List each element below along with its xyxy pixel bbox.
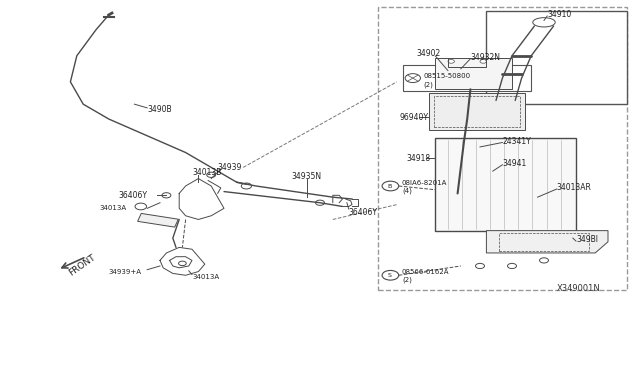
Text: 34932N: 34932N [470, 53, 500, 62]
Text: (4): (4) [402, 187, 412, 194]
Text: (2): (2) [424, 81, 433, 88]
Circle shape [241, 183, 252, 189]
Text: 34939: 34939 [218, 163, 242, 172]
Text: 36406Y: 36406Y [349, 208, 378, 217]
Text: 3490B: 3490B [147, 105, 172, 114]
Text: 24341Y: 24341Y [502, 137, 531, 146]
Text: 08566-6162A: 08566-6162A [402, 269, 449, 275]
Circle shape [135, 203, 147, 210]
Text: 34902: 34902 [416, 49, 440, 58]
Circle shape [316, 200, 324, 205]
Text: 34013AR: 34013AR [557, 183, 591, 192]
Text: 34013B: 34013B [192, 169, 221, 177]
Text: 36406Y: 36406Y [118, 191, 147, 200]
Text: 08515-50800: 08515-50800 [424, 73, 471, 79]
Bar [435, 138, 576, 231]
Text: B: B [387, 183, 391, 189]
Circle shape [382, 181, 399, 191]
Text: 34013A: 34013A [192, 274, 219, 280]
Bar [499, 232, 589, 251]
Circle shape [540, 258, 548, 263]
Text: 96940Y: 96940Y [400, 113, 429, 122]
Bar [403, 65, 531, 91]
Text: 34941: 34941 [502, 159, 527, 168]
Text: 34939+A: 34939+A [109, 269, 142, 275]
Polygon shape [486, 231, 608, 253]
Ellipse shape [532, 18, 556, 27]
Circle shape [207, 172, 216, 177]
Circle shape [448, 60, 454, 63]
Bar [378, 7, 627, 290]
Bar [434, 96, 520, 127]
Text: 34910: 34910 [547, 10, 572, 19]
Circle shape [508, 263, 516, 269]
Circle shape [476, 263, 484, 269]
Text: 34918: 34918 [406, 154, 431, 163]
Circle shape [405, 74, 420, 83]
Text: FRONT: FRONT [67, 253, 97, 277]
Text: 34935N: 34935N [291, 172, 321, 181]
Text: X349001N: X349001N [557, 284, 600, 293]
Bar [435, 58, 512, 89]
Bar [486, 11, 627, 104]
Circle shape [480, 60, 486, 63]
Circle shape [179, 261, 186, 266]
Text: 34013A: 34013A [99, 205, 126, 211]
Circle shape [162, 193, 171, 198]
Bar [429, 93, 525, 130]
Bar [138, 214, 179, 227]
Circle shape [382, 270, 399, 280]
Text: S: S [387, 273, 391, 278]
Text: 349BI: 349BI [576, 235, 598, 244]
Text: (2): (2) [402, 276, 412, 283]
Text: 08IA6-8201A: 08IA6-8201A [402, 180, 447, 186]
